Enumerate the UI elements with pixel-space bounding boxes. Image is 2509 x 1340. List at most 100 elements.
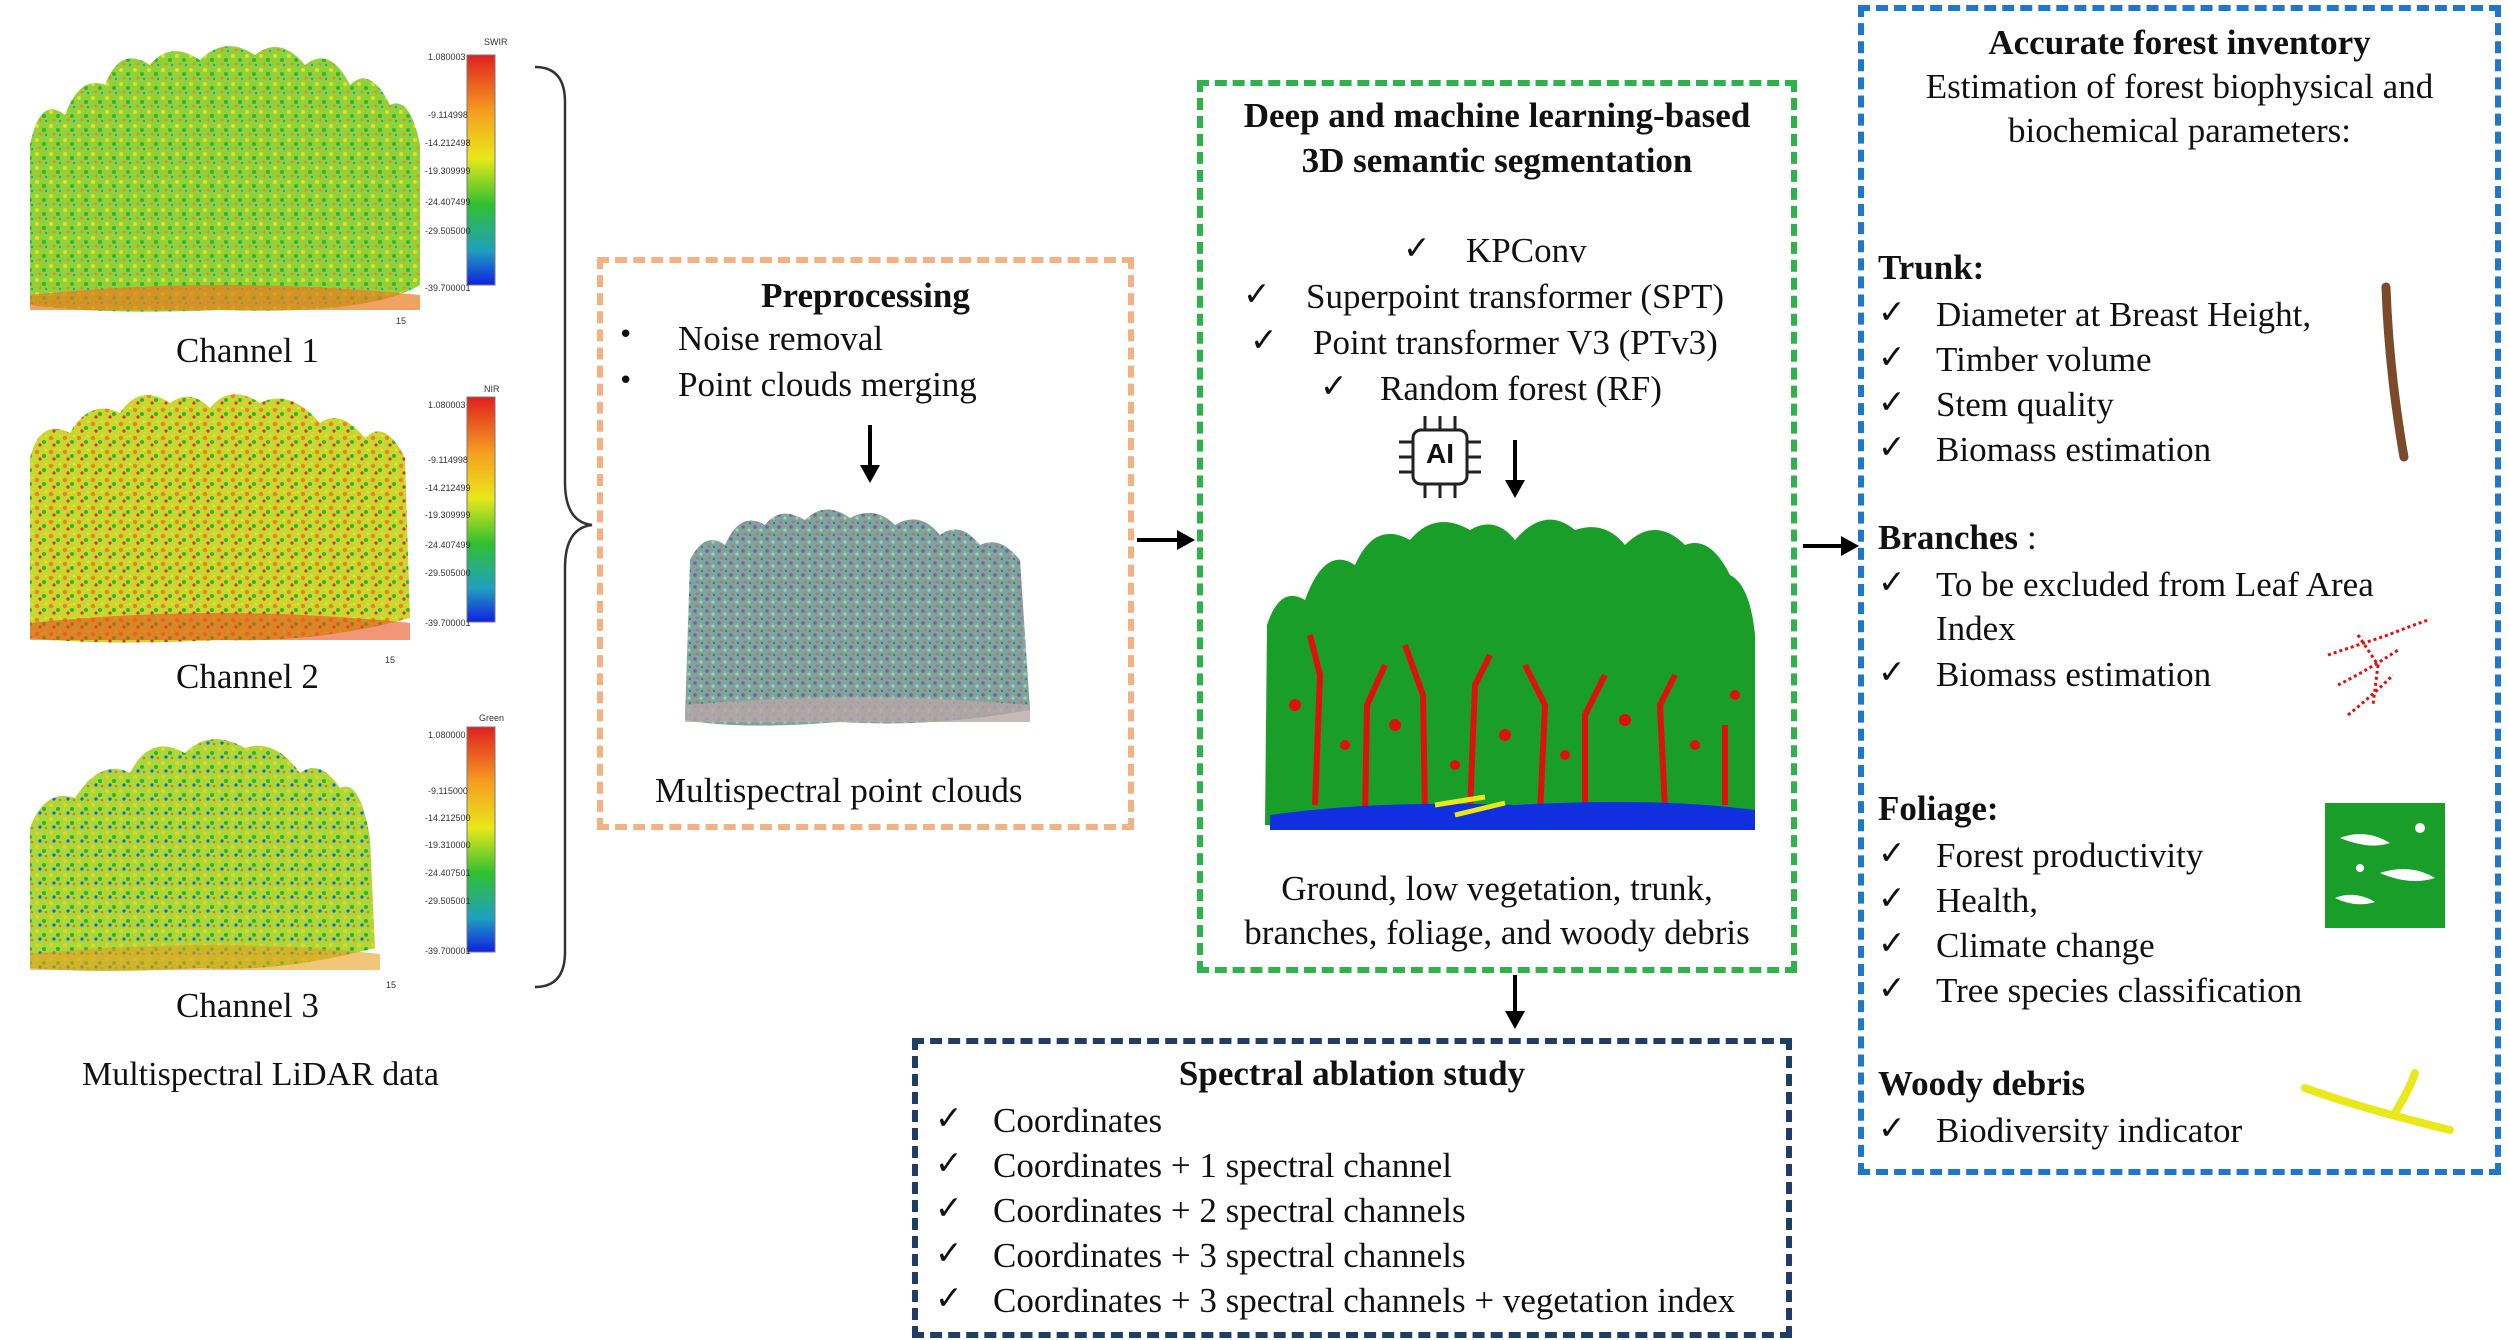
channel-1-tick: -24.407499: [425, 197, 471, 207]
multispectral-point-cloud: [685, 509, 1030, 726]
method-kpconv: KPConv: [1466, 231, 1587, 270]
check-icon: ✓: [1878, 292, 1906, 331]
preprocessing-down-arrow: [860, 425, 880, 483]
woody-heading: Woody debris: [1878, 1064, 2086, 1103]
check-icon: ✓: [1320, 366, 1348, 405]
ablation-item-4: Coordinates + 3 spectral channels: [993, 1236, 1466, 1275]
ablation-title: Spectral ablation study: [1178, 1054, 1526, 1093]
channel-3-tick: -39.700001: [425, 946, 471, 956]
check-icon: ✓: [1878, 337, 1906, 376]
check-icon: ✓: [1878, 1108, 1906, 1147]
foliage-item-3: Climate change: [1936, 926, 2155, 965]
ai-chip-icon: [1399, 416, 1481, 498]
preprocessing-bullet-2: Point clouds merging: [678, 365, 977, 404]
foliage-item-2: Health,: [1936, 881, 2039, 920]
foliage-item-1: Forest productivity: [1936, 836, 2204, 875]
check-icon: ✓: [1878, 968, 1906, 1007]
channel-3-tick: -29.505001: [425, 896, 471, 906]
channel-1-scale-number: 15: [396, 316, 407, 326]
preprocessing-title: Preprocessing: [761, 276, 970, 315]
channel-1-scalar-name: SWIR: [484, 37, 508, 47]
segmentation-title-line1: Deep and machine learning-based: [1243, 96, 1751, 135]
channel-1-tick: -39.700001: [425, 283, 471, 293]
lidar-caption: Multispectral LiDAR data: [82, 1056, 439, 1093]
segmentation-box: [1197, 80, 1797, 973]
inventory-title: Accurate forest inventory: [1988, 23, 2371, 62]
trunk-image: [2381, 282, 2409, 462]
trunk-item-4: Biomass estimation: [1936, 430, 2212, 469]
ablation-item-1: Coordinates: [993, 1101, 1163, 1140]
channel-2-tick: -24.407499: [425, 540, 471, 550]
segmentation-caption-line2: branches, foliage, and woody debris: [1244, 913, 1750, 952]
check-icon: ✓: [935, 1188, 963, 1227]
check-icon: ✓: [1878, 923, 1906, 962]
preprocessing-bullet-symbol: •: [618, 320, 634, 350]
ablation-box: [912, 1038, 1792, 1338]
inventory-subtitle-line2: biochemical parameters:: [2007, 111, 2352, 150]
channel-2-scale-bar: [466, 396, 496, 623]
method-rf: Random forest (RF): [1380, 369, 1662, 408]
channel-2-tick: 1.080003: [428, 400, 466, 410]
channel-1-scale-bar: [466, 54, 496, 286]
check-icon: ✓: [935, 1098, 963, 1137]
ablation-item-2: Coordinates + 1 spectral channel: [993, 1146, 1453, 1185]
channel-1-tick: -19.309999: [425, 166, 471, 176]
channel-3-tick: 1.080000: [428, 730, 466, 740]
channel-3-scalar-name: Green: [479, 713, 505, 723]
channel-2-tick: -19.309999: [425, 510, 471, 520]
channel-3-point-cloud: [30, 739, 380, 971]
ablation-item-5: Coordinates + 3 spectral channels + vege…: [993, 1281, 1736, 1320]
segmentation-title-line2: 3D semantic segmentation: [1301, 141, 1693, 180]
branches-heading: Branches: [1878, 518, 2018, 557]
method-ptv3: Point transformer V3 (PTv3): [1313, 323, 1718, 362]
channel-3-tick: -9.115000: [428, 786, 468, 796]
trunk-item-2: Timber volume: [1936, 340, 2152, 379]
foliage-image: [2325, 803, 2445, 928]
arrow-to-inventory: [1803, 536, 1859, 556]
foliage-item-4: Tree species classification: [1936, 971, 2303, 1010]
check-icon: ✓: [1243, 274, 1271, 313]
trunk-heading: Trunk:: [1878, 248, 1985, 287]
channel-1-tick: -9.114998: [428, 110, 468, 120]
channel-1-tick: -14.212498: [425, 138, 471, 148]
channel-2-tick: -39.700001: [425, 618, 471, 628]
ai-chip-label: AI: [1426, 438, 1454, 469]
channel-2-point-cloud: [30, 394, 410, 643]
trunk-item-1: Diameter at Breast Height,: [1936, 295, 2312, 334]
check-icon: ✓: [1878, 427, 1906, 466]
check-icon: ✓: [1403, 228, 1431, 267]
segmented-point-cloud: [1265, 519, 1755, 830]
channel-1-tick: 1.080003: [428, 52, 466, 62]
preprocessing-box: [597, 257, 1134, 830]
preprocessing-bullet-symbol: •: [618, 366, 634, 396]
channel-1-label: Channel 1: [176, 331, 319, 370]
check-icon: ✓: [935, 1233, 963, 1272]
branches-item-2: Biomass estimation: [1936, 655, 2212, 694]
inventory-subtitle-line1: Estimation of forest biophysical and: [1925, 67, 2434, 106]
check-icon: ✓: [1878, 562, 1906, 601]
woody-item-1: Biodiversity indicator: [1936, 1111, 2243, 1150]
arrow-to-segmentation: [1137, 530, 1195, 550]
foliage-heading: Foliage:: [1878, 789, 1999, 828]
channel-2-scalar-name: NIR: [484, 384, 500, 394]
check-icon: ✓: [935, 1278, 963, 1317]
channel-1-point-cloud: [30, 46, 420, 312]
channel-2-label: Channel 2: [176, 657, 319, 696]
branches-heading-suffix: :: [2027, 518, 2037, 557]
channel-3-scale-number: 15: [386, 980, 397, 990]
woody-debris-image: [2301, 1069, 2454, 1134]
branches-image: [2327, 618, 2429, 717]
check-icon: ✓: [1878, 833, 1906, 872]
arrow-to-ablation: [1505, 975, 1525, 1029]
channels-brace: [534, 65, 593, 989]
check-icon: ✓: [1878, 878, 1906, 917]
channel-2-tick: -9.114998: [428, 455, 468, 465]
branches-item-1: To be excluded from Leaf Area: [1936, 565, 2374, 604]
channel-3-label: Channel 3: [176, 986, 319, 1025]
channel-1-tick: -29.505000: [425, 226, 471, 236]
preprocessing-caption: Multispectral point clouds: [655, 771, 1023, 810]
preprocessing-bullet-1: Noise removal: [678, 319, 884, 358]
channel-2-tick: -29.505000: [425, 568, 471, 578]
ablation-item-3: Coordinates + 2 spectral channels: [993, 1191, 1466, 1230]
channel-2-scale-number: 15: [385, 655, 396, 665]
